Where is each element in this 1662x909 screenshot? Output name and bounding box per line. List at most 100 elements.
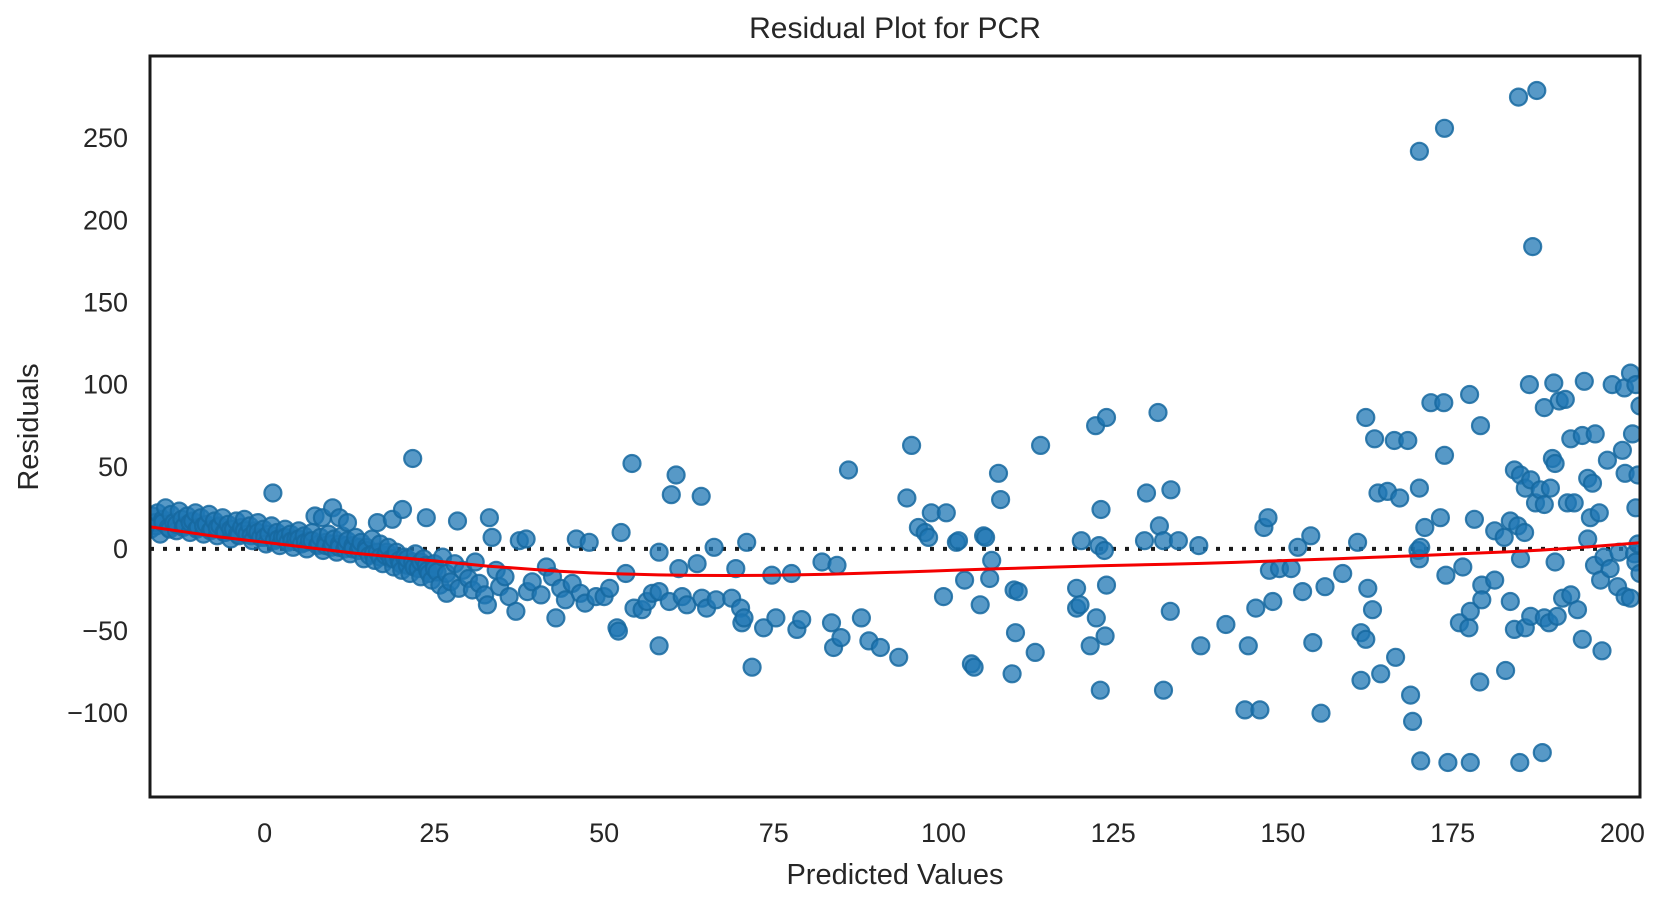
data-point (897, 488, 917, 508)
data-point (691, 486, 711, 506)
data-point (416, 508, 436, 528)
data-point (1567, 600, 1588, 620)
data-point (851, 608, 872, 628)
data-point (1434, 118, 1455, 138)
data-point (1160, 601, 1180, 621)
data-point (465, 552, 485, 572)
data-point (889, 647, 909, 667)
data-point (1246, 598, 1266, 618)
data-point (263, 483, 283, 503)
data-point (1600, 558, 1620, 579)
data-point (936, 503, 956, 523)
data-point (1008, 581, 1028, 602)
data-point (1585, 424, 1605, 444)
data-point (827, 555, 847, 575)
data-point (1510, 752, 1530, 773)
data-point (522, 572, 542, 592)
data-point (1025, 642, 1045, 663)
data-point (964, 657, 984, 677)
data-point (1508, 87, 1529, 107)
data-point (970, 595, 990, 615)
data-point (482, 527, 502, 548)
data-point (1351, 670, 1371, 690)
y-tick-label: −50 (82, 616, 128, 646)
data-point (1333, 563, 1353, 584)
data-point (1385, 647, 1406, 667)
y-tick-label: 150 (83, 288, 128, 318)
data-point (1148, 402, 1168, 423)
data-point (1434, 445, 1455, 465)
data-point (1153, 680, 1174, 700)
data-point (1311, 703, 1331, 723)
data-point (1534, 494, 1554, 515)
data-point (1438, 752, 1458, 773)
data-point (661, 485, 681, 505)
data-point (948, 531, 969, 551)
data-point (1189, 535, 1209, 556)
data-point (1168, 531, 1189, 551)
data-point (1494, 527, 1514, 548)
data-point (1626, 498, 1640, 518)
data-point (975, 527, 996, 548)
data-point (918, 527, 939, 548)
data-point (1495, 660, 1516, 681)
data-point (1096, 575, 1117, 595)
data-point (1400, 685, 1421, 705)
scatter-points-group (150, 80, 1640, 773)
data-point (704, 537, 724, 557)
data-point (1626, 375, 1640, 395)
data-point (1364, 429, 1385, 449)
data-point (870, 637, 891, 658)
data-point (753, 618, 774, 638)
data-point (1464, 509, 1485, 529)
data-point (1545, 552, 1565, 572)
data-point (1347, 532, 1368, 552)
data-point (1544, 373, 1564, 393)
data-point (1362, 600, 1383, 620)
plot-area (150, 56, 1640, 797)
data-point (933, 586, 954, 607)
x-tick-label: 125 (1091, 818, 1136, 848)
data-point (1005, 623, 1026, 643)
data-point (1415, 517, 1435, 538)
data-point (1620, 588, 1640, 608)
data-point (1532, 742, 1552, 763)
data-point (1540, 478, 1561, 498)
data-point (1281, 558, 1301, 579)
data-point (1612, 440, 1633, 460)
data-point (1095, 626, 1115, 646)
data-point (1564, 493, 1584, 513)
data-point (1630, 563, 1640, 584)
data-point (1358, 578, 1378, 598)
data-point (1094, 540, 1115, 561)
data-point (1096, 407, 1117, 428)
data-point (1263, 591, 1283, 612)
data-point (1582, 473, 1603, 493)
data-point (1071, 531, 1091, 551)
data-point (742, 657, 762, 677)
data-point (669, 558, 689, 579)
data-point (1574, 371, 1594, 391)
data-point (1288, 537, 1308, 557)
data-point (506, 601, 526, 621)
data-point (1136, 483, 1157, 503)
data-point (1356, 407, 1376, 428)
data-point (546, 608, 566, 628)
data-point (579, 532, 599, 552)
data-point (622, 453, 642, 474)
data-point (1578, 529, 1598, 549)
data-point (1628, 465, 1640, 485)
y-tick-label: 250 (83, 123, 128, 153)
data-point (831, 627, 851, 648)
data-point (1555, 389, 1575, 409)
data-point (1398, 430, 1418, 451)
data-point (792, 609, 812, 630)
data-point (1519, 375, 1540, 395)
x-tick-label: 0 (257, 818, 272, 848)
data-point (1572, 629, 1592, 649)
data-point (1216, 614, 1236, 635)
data-point (495, 567, 515, 587)
data-point (531, 585, 551, 605)
data-point (1547, 606, 1567, 626)
